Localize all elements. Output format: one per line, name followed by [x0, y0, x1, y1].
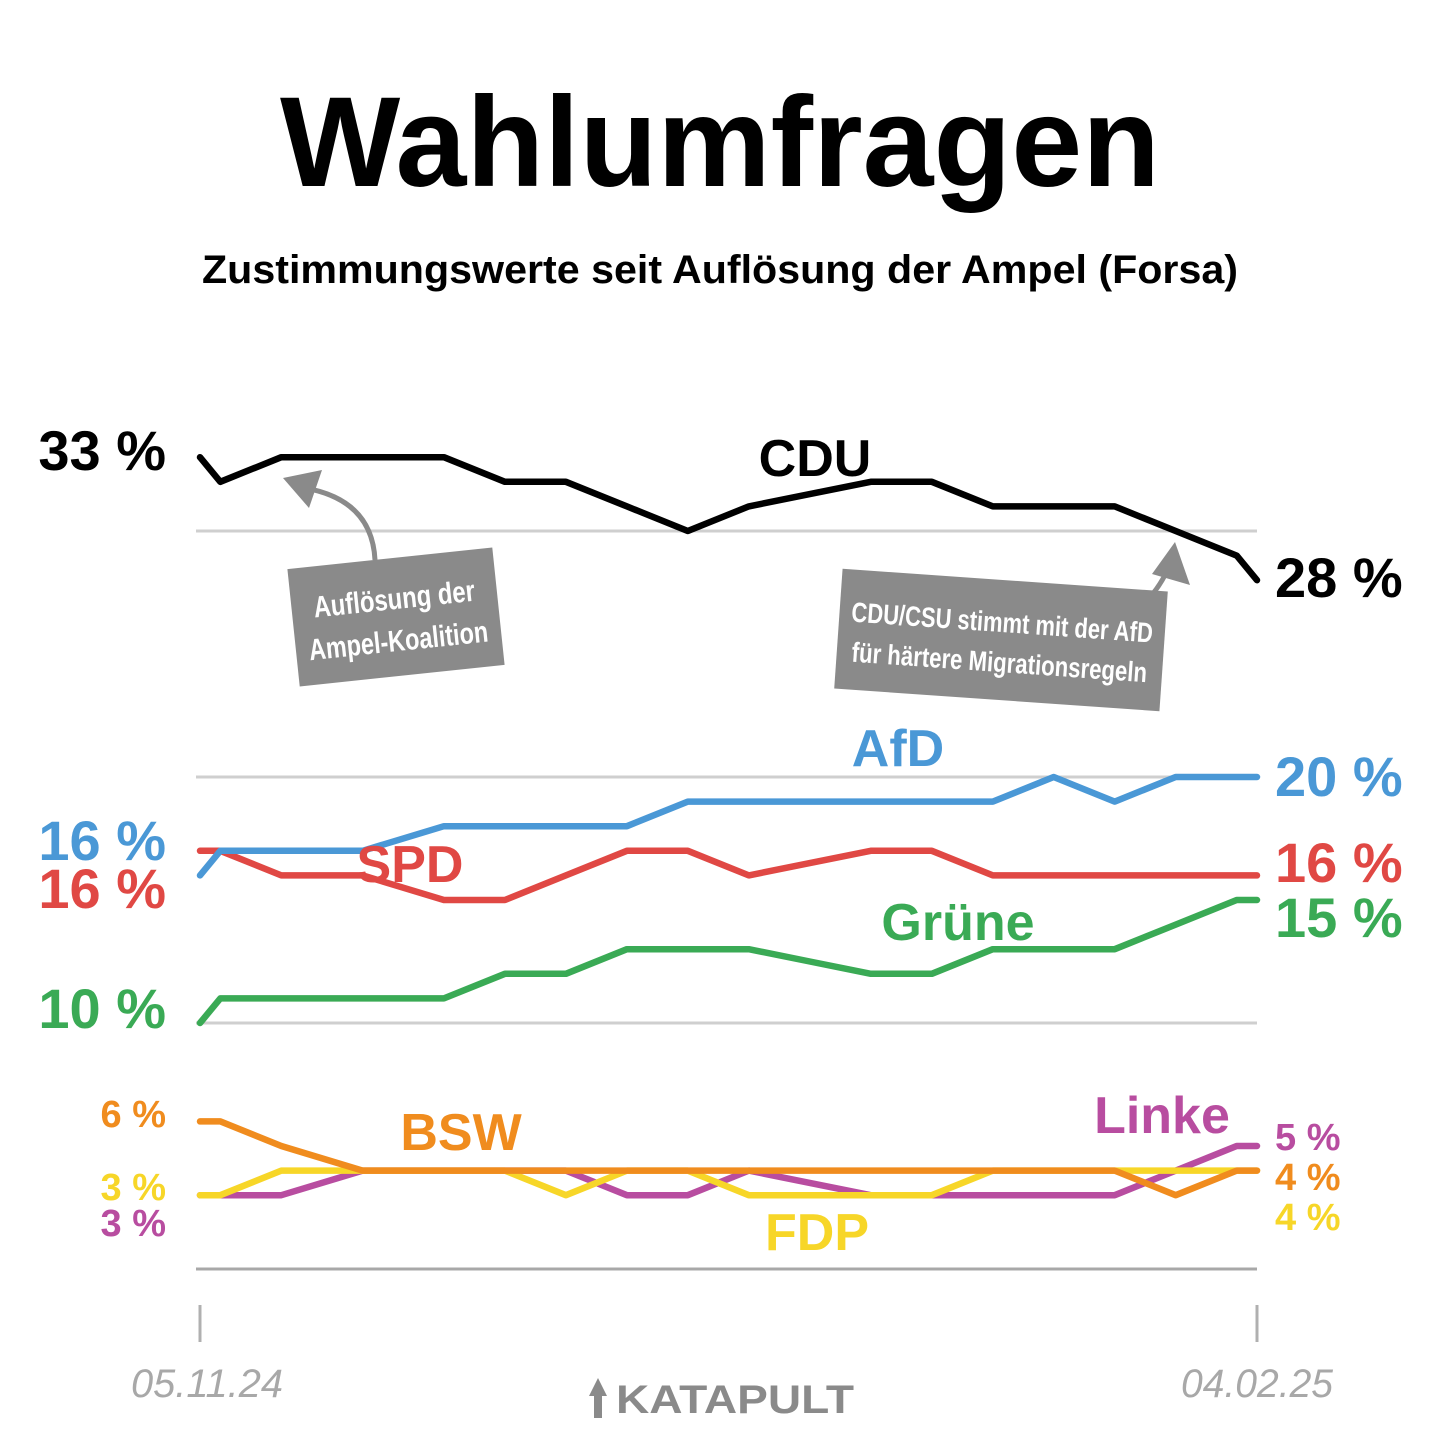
start-label-linke: 3 % [101, 1203, 166, 1245]
start-label-fdp: 3 % [101, 1167, 166, 1209]
annotation-migration: CDU/CSU stimmt mit der AfD für härtere M… [834, 542, 1190, 712]
series-line-gruene [196, 896, 1261, 1027]
annotation-migration-arrowhead [1152, 542, 1190, 585]
end-label-cdu: 28 % [1275, 546, 1403, 609]
series-name-gruene: Grüne [881, 894, 1034, 952]
series-line-spd [196, 847, 1261, 904]
end-label-spd: 16 % [1275, 831, 1403, 894]
series-lines [196, 453, 1261, 1199]
series-name-spd: SPD [357, 836, 464, 894]
katapult-logo-icon [589, 1378, 607, 1418]
start-label-gruene: 10 % [38, 977, 166, 1040]
x-start-label: 05.11.24 [131, 1362, 283, 1406]
branding: KATAPULT [589, 1378, 854, 1422]
series-line-bsw [196, 1118, 1261, 1199]
start-label-spd: 16 % [38, 857, 166, 920]
end-label-bsw: 4 % [1275, 1157, 1340, 1199]
series-line-cdu [196, 453, 1261, 584]
gridlines [196, 529, 1257, 1271]
series-name-afd: AfD [852, 720, 944, 778]
start-label-bsw: 6 % [101, 1094, 166, 1136]
series-name-linke: Linke [1094, 1087, 1230, 1145]
annotation-migration-box [834, 568, 1168, 712]
x-end-label: 04.02.25 [1181, 1362, 1334, 1406]
chart-title: Wahlumfragen [280, 71, 1160, 214]
series-names: CDU AfD SPD Grüne BSW FDP Linke [357, 430, 1230, 1262]
annotation-ampel-arrowhead [283, 470, 322, 508]
series-name-fdp: FDP [765, 1204, 869, 1262]
start-label-cdu: 33 % [38, 419, 166, 482]
branding-logo-text: KATAPULT [616, 1378, 854, 1422]
series-name-cdu: CDU [759, 430, 872, 488]
start-label-afd: 16 % [38, 809, 166, 872]
end-labels: 28 %20 %16 %15 %4 %4 %5 % [1275, 546, 1403, 1239]
annotation-ampel-arrow [304, 485, 378, 561]
end-label-afd: 20 % [1275, 745, 1403, 808]
annotation-ampel: Auflösung der Ampel-Koalition [283, 470, 505, 687]
end-label-fdp: 4 % [1275, 1197, 1340, 1239]
end-label-linke: 5 % [1275, 1117, 1340, 1159]
series-line-afd [196, 773, 1261, 879]
chart-subtitle: Zustimmungswerte seit Auflösung der Ampe… [202, 248, 1238, 292]
annotation-ampel-box [287, 547, 505, 687]
end-label-gruene: 15 % [1275, 886, 1403, 949]
start-labels: 33 % 16 %16 % 10 % 6 % 3 %3 % [38, 419, 166, 1245]
series-name-bsw: BSW [400, 1104, 522, 1162]
